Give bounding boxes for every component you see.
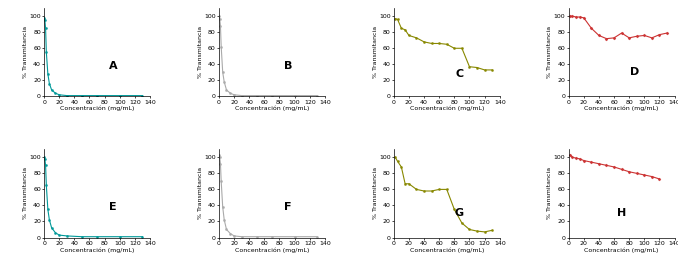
X-axis label: Concentración (mg/mL): Concentración (mg/mL) — [235, 247, 309, 253]
Y-axis label: % Transmitancia: % Transmitancia — [547, 167, 553, 219]
Text: D: D — [630, 67, 639, 77]
X-axis label: Concentración (mg/mL): Concentración (mg/mL) — [584, 106, 659, 111]
Y-axis label: % Transmitancia: % Transmitancia — [198, 26, 203, 78]
Y-axis label: % Transmitancia: % Transmitancia — [23, 167, 28, 219]
Y-axis label: % Transmitancia: % Transmitancia — [373, 167, 378, 219]
Text: E: E — [109, 202, 117, 212]
X-axis label: Concentración (mg/mL): Concentración (mg/mL) — [584, 247, 659, 253]
Y-axis label: % Transmitancia: % Transmitancia — [23, 26, 28, 78]
Text: B: B — [283, 61, 292, 70]
Y-axis label: % Transmitancia: % Transmitancia — [373, 26, 378, 78]
Y-axis label: % Transmitancia: % Transmitancia — [198, 167, 203, 219]
X-axis label: Concentración (mg/mL): Concentración (mg/mL) — [410, 247, 484, 253]
Text: C: C — [456, 69, 464, 79]
Text: G: G — [455, 208, 464, 218]
X-axis label: Concentración (mg/mL): Concentración (mg/mL) — [60, 247, 134, 253]
Y-axis label: % Transmitancia: % Transmitancia — [547, 26, 553, 78]
X-axis label: Concentración (mg/mL): Concentración (mg/mL) — [60, 106, 134, 111]
Text: A: A — [108, 61, 117, 70]
Text: H: H — [617, 208, 626, 218]
Text: F: F — [284, 202, 292, 212]
X-axis label: Concentración (mg/mL): Concentración (mg/mL) — [410, 106, 484, 111]
X-axis label: Concentración (mg/mL): Concentración (mg/mL) — [235, 106, 309, 111]
